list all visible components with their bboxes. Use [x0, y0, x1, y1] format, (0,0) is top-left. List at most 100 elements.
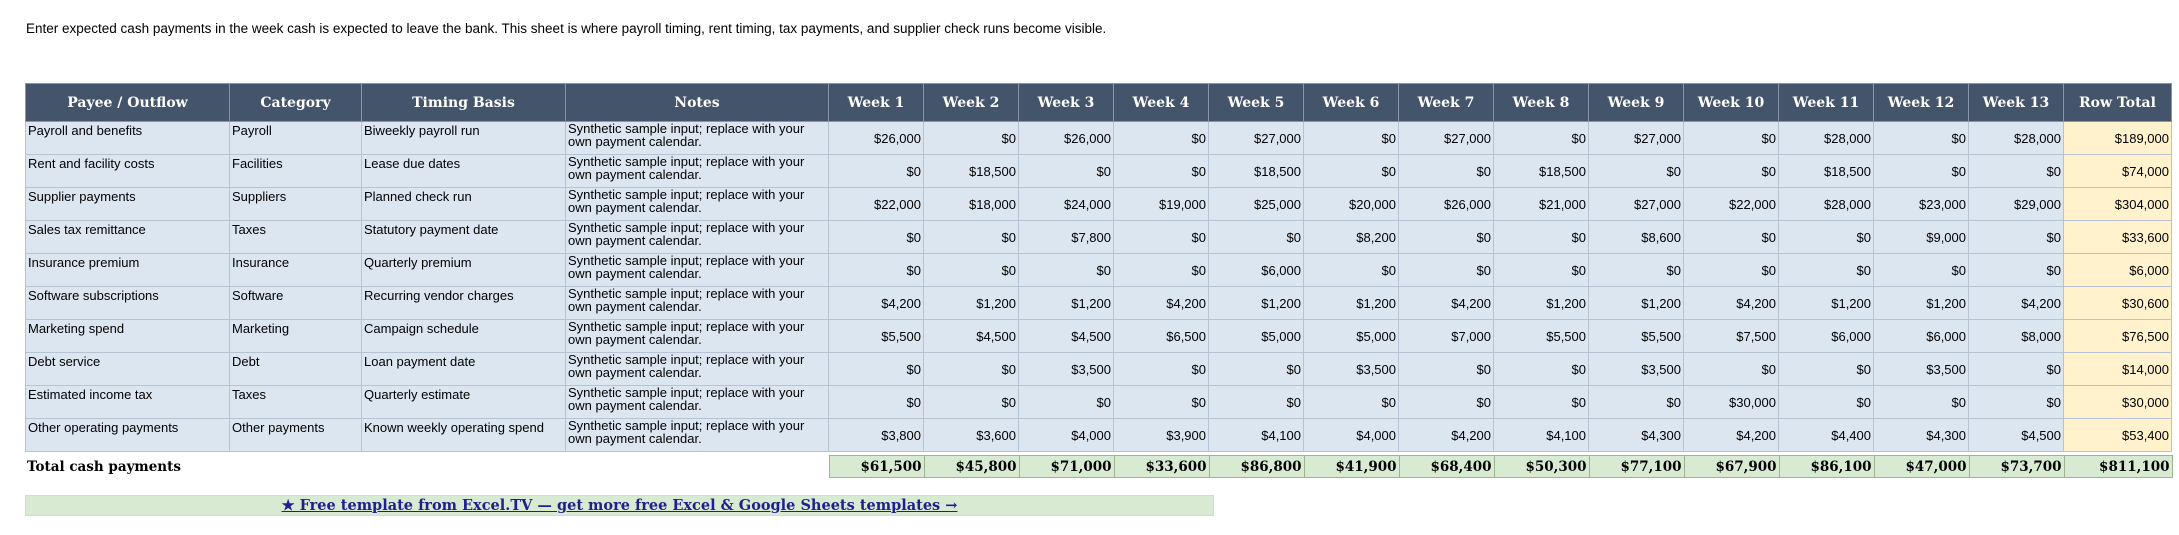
row-total-cell[interactable]: $74,000	[2063, 154, 2172, 188]
week-amount-cell[interactable]: $1,200	[1303, 286, 1399, 320]
week-amount-cell[interactable]: $0	[1588, 253, 1684, 287]
week-amount-cell[interactable]: $0	[1493, 220, 1589, 254]
notes-cell[interactable]: Synthetic sample input; replace with you…	[565, 418, 829, 452]
week-total-cell[interactable]: $41,900	[1303, 455, 1400, 478]
week-amount-cell[interactable]: $1,200	[1873, 286, 1969, 320]
week-amount-cell[interactable]: $30,000	[1683, 385, 1779, 419]
notes-cell[interactable]: Synthetic sample input; replace with you…	[565, 253, 829, 287]
week-amount-cell[interactable]: $0	[1873, 154, 1969, 188]
week-amount-cell[interactable]: $3,800	[828, 418, 924, 452]
week-total-cell[interactable]: $73,700	[1968, 455, 2065, 478]
week-amount-cell[interactable]: $25,000	[1208, 187, 1304, 221]
week-amount-cell[interactable]: $0	[1873, 253, 1969, 287]
week-amount-cell[interactable]: $22,000	[1683, 187, 1779, 221]
week-amount-cell[interactable]: $4,200	[1968, 286, 2064, 320]
week-total-cell[interactable]: $61,500	[828, 455, 925, 478]
week-amount-cell[interactable]: $28,000	[1778, 187, 1874, 221]
week-amount-cell[interactable]: $0	[1873, 385, 1969, 419]
week-amount-cell[interactable]: $0	[1018, 154, 1114, 188]
week-amount-cell[interactable]: $0	[1493, 253, 1589, 287]
week-amount-cell[interactable]: $5,000	[1208, 319, 1304, 353]
week-amount-cell[interactable]: $0	[923, 352, 1019, 386]
week-amount-cell[interactable]: $4,500	[1968, 418, 2064, 452]
week-amount-cell[interactable]: $7,500	[1683, 319, 1779, 353]
week-amount-cell[interactable]: $0	[1113, 154, 1209, 188]
timing-cell[interactable]: Statutory payment date	[361, 220, 566, 254]
week-amount-cell[interactable]: $0	[1208, 220, 1304, 254]
notes-cell[interactable]: Synthetic sample input; replace with you…	[565, 154, 829, 188]
week-total-cell[interactable]: $86,800	[1208, 455, 1305, 478]
week-amount-cell[interactable]: $4,200	[828, 286, 924, 320]
week-amount-cell[interactable]: $3,900	[1113, 418, 1209, 452]
payee-cell[interactable]: Marketing spend	[25, 319, 230, 353]
category-cell[interactable]: Facilities	[229, 154, 362, 188]
week-amount-cell[interactable]: $0	[1208, 385, 1304, 419]
row-total-cell[interactable]: $14,000	[2063, 352, 2172, 386]
week-amount-cell[interactable]: $4,300	[1588, 418, 1684, 452]
week-amount-cell[interactable]: $4,200	[1398, 286, 1494, 320]
week-amount-cell[interactable]: $0	[1778, 253, 1874, 287]
week-amount-cell[interactable]: $0	[1398, 154, 1494, 188]
week-total-cell[interactable]: $47,000	[1873, 455, 1970, 478]
week-amount-cell[interactable]: $0	[1493, 352, 1589, 386]
week-amount-cell[interactable]: $0	[1778, 385, 1874, 419]
column-header[interactable]: Week 6	[1303, 83, 1399, 122]
column-header[interactable]: Week 4	[1113, 83, 1209, 122]
week-amount-cell[interactable]: $4,200	[1398, 418, 1494, 452]
week-amount-cell[interactable]: $0	[1303, 253, 1399, 287]
row-total-cell[interactable]: $76,500	[2063, 319, 2172, 353]
week-amount-cell[interactable]: $4,200	[1683, 286, 1779, 320]
week-amount-cell[interactable]: $0	[1588, 385, 1684, 419]
week-amount-cell[interactable]: $18,500	[923, 154, 1019, 188]
timing-cell[interactable]: Biweekly payroll run	[361, 121, 566, 155]
week-amount-cell[interactable]: $0	[1303, 154, 1399, 188]
week-amount-cell[interactable]: $0	[1683, 154, 1779, 188]
week-amount-cell[interactable]: $0	[923, 121, 1019, 155]
week-amount-cell[interactable]: $0	[1778, 352, 1874, 386]
week-amount-cell[interactable]: $21,000	[1493, 187, 1589, 221]
timing-cell[interactable]: Planned check run	[361, 187, 566, 221]
week-amount-cell[interactable]: $27,000	[1588, 121, 1684, 155]
category-cell[interactable]: Other payments	[229, 418, 362, 452]
week-amount-cell[interactable]: $18,500	[1208, 154, 1304, 188]
column-header[interactable]: Notes	[565, 83, 829, 122]
week-amount-cell[interactable]: $7,000	[1398, 319, 1494, 353]
column-header[interactable]: Payee / Outflow	[25, 83, 230, 122]
week-total-cell[interactable]: $33,600	[1113, 455, 1210, 478]
category-cell[interactable]: Software	[229, 286, 362, 320]
week-amount-cell[interactable]: $1,200	[1018, 286, 1114, 320]
week-amount-cell[interactable]: $0	[1113, 385, 1209, 419]
week-amount-cell[interactable]: $0	[923, 385, 1019, 419]
week-amount-cell[interactable]: $29,000	[1968, 187, 2064, 221]
week-amount-cell[interactable]: $0	[1968, 352, 2064, 386]
week-amount-cell[interactable]: $26,000	[828, 121, 924, 155]
week-amount-cell[interactable]: $24,000	[1018, 187, 1114, 221]
week-amount-cell[interactable]: $0	[1113, 220, 1209, 254]
week-amount-cell[interactable]: $0	[1493, 385, 1589, 419]
column-header[interactable]: Category	[229, 83, 362, 122]
category-cell[interactable]: Payroll	[229, 121, 362, 155]
week-amount-cell[interactable]: $22,000	[828, 187, 924, 221]
week-amount-cell[interactable]: $0	[1778, 220, 1874, 254]
week-amount-cell[interactable]: $4,200	[1113, 286, 1209, 320]
payee-cell[interactable]: Sales tax remittance	[25, 220, 230, 254]
week-amount-cell[interactable]: $3,500	[1303, 352, 1399, 386]
week-amount-cell[interactable]: $4,500	[923, 319, 1019, 353]
column-header[interactable]: Week 1	[828, 83, 924, 122]
notes-cell[interactable]: Synthetic sample input; replace with you…	[565, 187, 829, 221]
column-header[interactable]: Week 13	[1968, 83, 2064, 122]
week-amount-cell[interactable]: $26,000	[1018, 121, 1114, 155]
week-amount-cell[interactable]: $28,000	[1968, 121, 2064, 155]
week-amount-cell[interactable]: $0	[1398, 385, 1494, 419]
week-amount-cell[interactable]: $3,500	[1588, 352, 1684, 386]
week-amount-cell[interactable]: $0	[1398, 220, 1494, 254]
week-amount-cell[interactable]: $1,200	[923, 286, 1019, 320]
row-total-cell[interactable]: $53,400	[2063, 418, 2172, 452]
timing-cell[interactable]: Campaign schedule	[361, 319, 566, 353]
week-amount-cell[interactable]: $5,500	[828, 319, 924, 353]
payee-cell[interactable]: Insurance premium	[25, 253, 230, 287]
week-total-cell[interactable]: $50,300	[1493, 455, 1590, 478]
week-total-cell[interactable]: $68,400	[1398, 455, 1495, 478]
category-cell[interactable]: Insurance	[229, 253, 362, 287]
row-total-cell[interactable]: $189,000	[2063, 121, 2172, 155]
